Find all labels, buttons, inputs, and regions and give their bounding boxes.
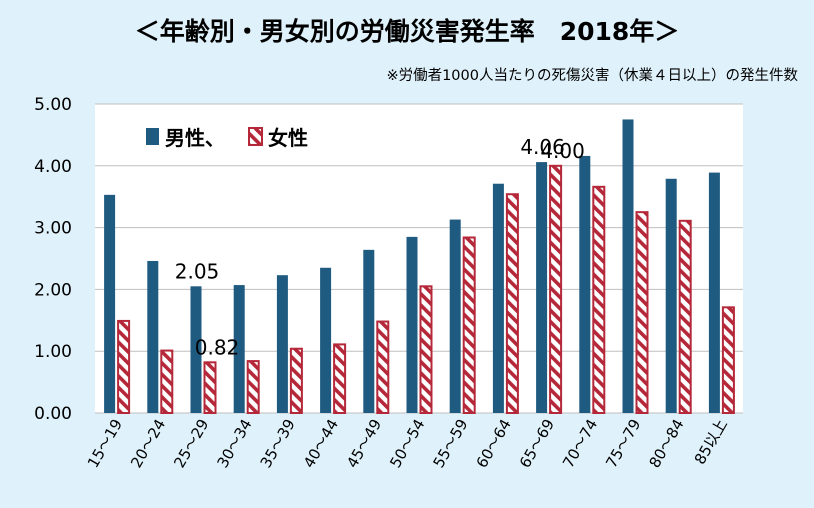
x-axis-ticks: 15～19 20～24 25～29 30～34 35～39 40～44 45～49 50～54…	[84, 416, 731, 471]
x-tick-label: 35～39	[257, 416, 299, 471]
legend-swatch-female	[248, 127, 263, 146]
data-label: 2.05	[175, 259, 220, 283]
bar-female	[203, 361, 217, 415]
x-tick-label: 75～79	[602, 416, 644, 471]
chart-subtitle: ※労働者1000人当たりの死傷災害（休業４日以上）の発生件数	[386, 67, 798, 84]
bar-male	[147, 260, 159, 413]
data-label: 4.00	[540, 139, 585, 163]
x-tick-label: 15～19	[84, 416, 126, 471]
bar-female	[160, 349, 174, 414]
legend-swatch-male	[146, 128, 159, 145]
bar-female	[117, 319, 131, 414]
bar-male	[579, 155, 591, 414]
y-tick-label: 0.00	[34, 404, 72, 424]
y-tick-label: 2.00	[34, 280, 72, 300]
bar-female	[721, 306, 735, 414]
bar-female	[592, 185, 606, 414]
x-tick-label: 60～64	[473, 416, 515, 471]
bars	[104, 119, 735, 415]
x-tick-label: 65～69	[516, 416, 558, 471]
x-tick-label: 70～74	[559, 416, 601, 471]
bar-male	[492, 183, 504, 413]
bar-female	[333, 343, 347, 415]
x-tick-label: 40～44	[300, 416, 342, 471]
bar-male	[708, 172, 720, 413]
bar-male	[233, 285, 245, 413]
y-tick-label: 1.00	[34, 342, 72, 362]
bar-female	[678, 219, 692, 414]
x-tick-label: 85以上	[691, 416, 731, 468]
bar-female	[289, 347, 303, 414]
bar-female	[462, 236, 476, 414]
y-tick-label: 5.00	[34, 95, 72, 115]
bar-female	[549, 164, 563, 414]
x-tick-label: 25～29	[170, 416, 212, 471]
bar-male	[363, 249, 375, 413]
bar-female	[376, 320, 390, 415]
y-tick-label: 3.00	[34, 219, 72, 239]
x-tick-label: 50～54	[386, 416, 428, 471]
bar-female	[419, 285, 433, 414]
bar-female	[635, 211, 649, 414]
x-tick-label: 55～59	[429, 416, 471, 471]
bar-male	[622, 119, 634, 413]
x-tick-label: 30～34	[213, 416, 255, 471]
bar-male	[320, 267, 332, 413]
x-tick-label: 80～84	[645, 416, 687, 471]
bar-male	[449, 219, 461, 413]
legend: 男性、 女性	[118, 113, 346, 161]
x-tick-label: 45～49	[343, 416, 385, 471]
y-axis-ticks: 0.00 1.00 2.00 3.00 4.00 5.00	[34, 95, 72, 424]
bar-male	[536, 162, 548, 413]
data-label: 4.06	[520, 135, 565, 159]
chart-title: ＜年齢別・男女別の労働災害発生率 2018年＞	[135, 17, 680, 46]
legend-label-male: 男性、	[165, 126, 225, 150]
bar-male	[104, 194, 116, 413]
data-label: 0.82	[195, 335, 240, 359]
bar-male	[406, 236, 418, 413]
bar-male	[190, 286, 202, 413]
data-labels: 2.05 0.82 4.064.00	[175, 135, 585, 359]
bar-male	[665, 178, 677, 413]
bar-female	[246, 360, 260, 415]
legend-label-female: 女性	[268, 126, 308, 150]
x-tick-label: 20～24	[127, 416, 169, 471]
y-tick-label: 4.00	[34, 157, 72, 177]
bar-female	[505, 193, 519, 414]
gridlines	[95, 103, 743, 414]
bar-male	[276, 275, 288, 413]
